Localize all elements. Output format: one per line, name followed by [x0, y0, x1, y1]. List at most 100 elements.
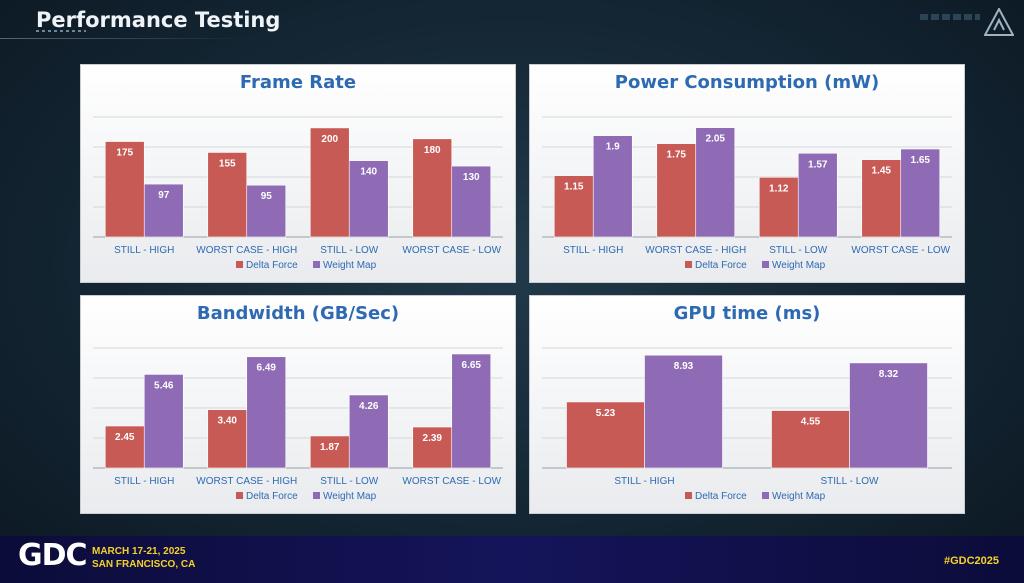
- bar-delta-force: [412, 426, 453, 469]
- data-label: 2.39: [423, 433, 443, 444]
- bar-weight-map: [143, 183, 184, 238]
- data-label: 155: [219, 158, 236, 169]
- data-label: 175: [116, 148, 133, 159]
- bar-weight-map: [348, 160, 389, 238]
- data-label: 8.32: [879, 369, 899, 380]
- data-label: 3.40: [218, 416, 238, 427]
- chart-frame-rate: 175 97 STILL - HIGH 155 95 WORST CASE - HIGH 2…: [80, 64, 516, 283]
- bar-delta-force: [309, 127, 350, 238]
- title-underline: [0, 38, 250, 39]
- bar-delta-force: [656, 143, 697, 238]
- gdc-logo: GDC: [18, 538, 88, 573]
- data-label: 1.87: [320, 442, 340, 453]
- event-location: SAN FRANCISCO, CA: [92, 559, 196, 570]
- data-label: 6.49: [257, 363, 277, 374]
- data-label: 5.46: [154, 380, 174, 391]
- bar-weight-map: [348, 394, 389, 469]
- event-footer: GDC MARCH 17-21, 2025 SAN FRANCISCO, CA …: [0, 536, 1024, 583]
- legend-swatch-delta-force: [236, 492, 243, 499]
- bar-weight-map: [695, 127, 736, 238]
- legend-swatch-delta-force: [236, 261, 243, 268]
- bar-weight-map: [592, 135, 633, 238]
- legend-swatch-delta-force: [685, 492, 692, 499]
- data-label: 2.45: [115, 432, 135, 443]
- legend-swatch-weight-map: [313, 261, 320, 268]
- chart-frame-rate-plot: 175 97 STILL - HIGH 155 95 WORST CASE - HIGH 2…: [93, 116, 503, 271]
- data-label: 4.55: [801, 417, 821, 428]
- chart-title-bandwidth: Bandwidth (GB/Sec): [196, 303, 400, 324]
- legend-label-weight-map: Weight Map: [772, 491, 826, 502]
- data-label: 97: [158, 190, 170, 201]
- data-label: 8.93: [674, 361, 694, 372]
- chart-gpu-time-plot: 5.23 8.93 STILL - HIGH 4.55 8.32 STILL - LOW D…: [542, 347, 952, 502]
- legend-label-weight-map: Weight Map: [772, 260, 826, 271]
- chart-power-consumption-plot: 1.15 1.9 STILL - HIGH 1.75 2.05 WORST CASE - …: [542, 116, 952, 271]
- data-label: 1.57: [808, 159, 828, 170]
- data-label: 5.23: [596, 408, 616, 419]
- data-label: 130: [463, 172, 480, 183]
- x-tick-label: STILL - LOW: [320, 476, 379, 487]
- legend-swatch-weight-map: [313, 492, 320, 499]
- x-tick-label: STILL - HIGH: [114, 476, 174, 487]
- legend-label-weight-map: Weight Map: [323, 260, 377, 271]
- chart-bandwidth: 2.45 5.46 STILL - HIGH 3.40 6.49 WORST CASE -…: [80, 295, 516, 514]
- chart-title-frame-rate: Frame Rate: [239, 72, 357, 93]
- x-tick-label: WORST CASE - LOW: [402, 245, 501, 256]
- event-dates: MARCH 17-21, 2025: [92, 546, 186, 557]
- bar-delta-force: [771, 410, 850, 469]
- studio-logo-icon: [984, 8, 1014, 36]
- legend-swatch-delta-force: [685, 261, 692, 268]
- bar-weight-map: [143, 374, 184, 469]
- event-hashtag: #GDC2025: [944, 555, 1000, 567]
- data-label: 95: [261, 191, 273, 202]
- x-tick-label: STILL - LOW: [821, 476, 880, 487]
- data-label: 180: [424, 145, 441, 156]
- data-label: 4.26: [359, 401, 379, 412]
- bar-weight-map: [797, 152, 838, 238]
- chart-title-gpu-time: GPU time (ms): [673, 303, 821, 324]
- data-label: 6.65: [462, 360, 482, 371]
- header-decoration: [920, 14, 980, 20]
- legend-swatch-weight-map: [762, 492, 769, 499]
- x-tick-label: STILL - HIGH: [614, 476, 674, 487]
- slide-title: Performance Testing: [36, 8, 281, 32]
- legend-label-weight-map: Weight Map: [323, 491, 377, 502]
- bar-weight-map: [246, 184, 287, 238]
- legend-label-delta-force: Delta Force: [695, 260, 747, 271]
- bar-delta-force: [758, 176, 799, 238]
- chart-title-power-consumption: Power Consumption (mW): [614, 72, 880, 93]
- bar-weight-map: [900, 148, 941, 238]
- bar-delta-force: [412, 138, 453, 238]
- data-label: 200: [321, 134, 338, 145]
- chart-bandwidth-plot: 2.45 5.46 STILL - HIGH 3.40 6.49 WORST CASE -…: [93, 347, 503, 502]
- legend-label-delta-force: Delta Force: [246, 491, 298, 502]
- x-tick-label: WORST CASE - LOW: [851, 245, 950, 256]
- data-label: 1.12: [769, 183, 789, 194]
- bar-weight-map: [644, 354, 723, 469]
- bar-delta-force: [553, 175, 594, 238]
- data-label: 1.45: [872, 166, 892, 177]
- x-tick-label: STILL - HIGH: [563, 245, 623, 256]
- chart-gpu-time: 5.23 8.93 STILL - HIGH 4.55 8.32 STILL - LOW D…: [529, 295, 965, 514]
- bar-delta-force: [309, 435, 350, 469]
- bar-weight-map: [451, 353, 492, 469]
- legend-label-delta-force: Delta Force: [695, 491, 747, 502]
- x-tick-label: STILL - LOW: [769, 245, 828, 256]
- x-tick-label: WORST CASE - HIGH: [196, 476, 297, 487]
- bar-delta-force: [104, 141, 145, 238]
- data-label: 140: [360, 167, 377, 178]
- chart-power-consumption: 1.15 1.9 STILL - HIGH 1.75 2.05 WORST CASE - …: [529, 64, 965, 283]
- legend-label-delta-force: Delta Force: [246, 260, 298, 271]
- bar-delta-force: [207, 409, 248, 469]
- x-tick-label: STILL - LOW: [320, 245, 379, 256]
- data-label: 1.75: [667, 150, 687, 161]
- x-tick-label: WORST CASE - LOW: [402, 476, 501, 487]
- bar-weight-map: [246, 356, 287, 469]
- bar-weight-map: [451, 165, 492, 238]
- x-tick-label: STILL - HIGH: [114, 245, 174, 256]
- data-label: 1.65: [911, 155, 931, 166]
- data-label: 2.05: [706, 134, 726, 145]
- data-label: 1.9: [606, 142, 620, 153]
- data-label: 1.15: [564, 182, 584, 193]
- bar-weight-map: [849, 362, 928, 469]
